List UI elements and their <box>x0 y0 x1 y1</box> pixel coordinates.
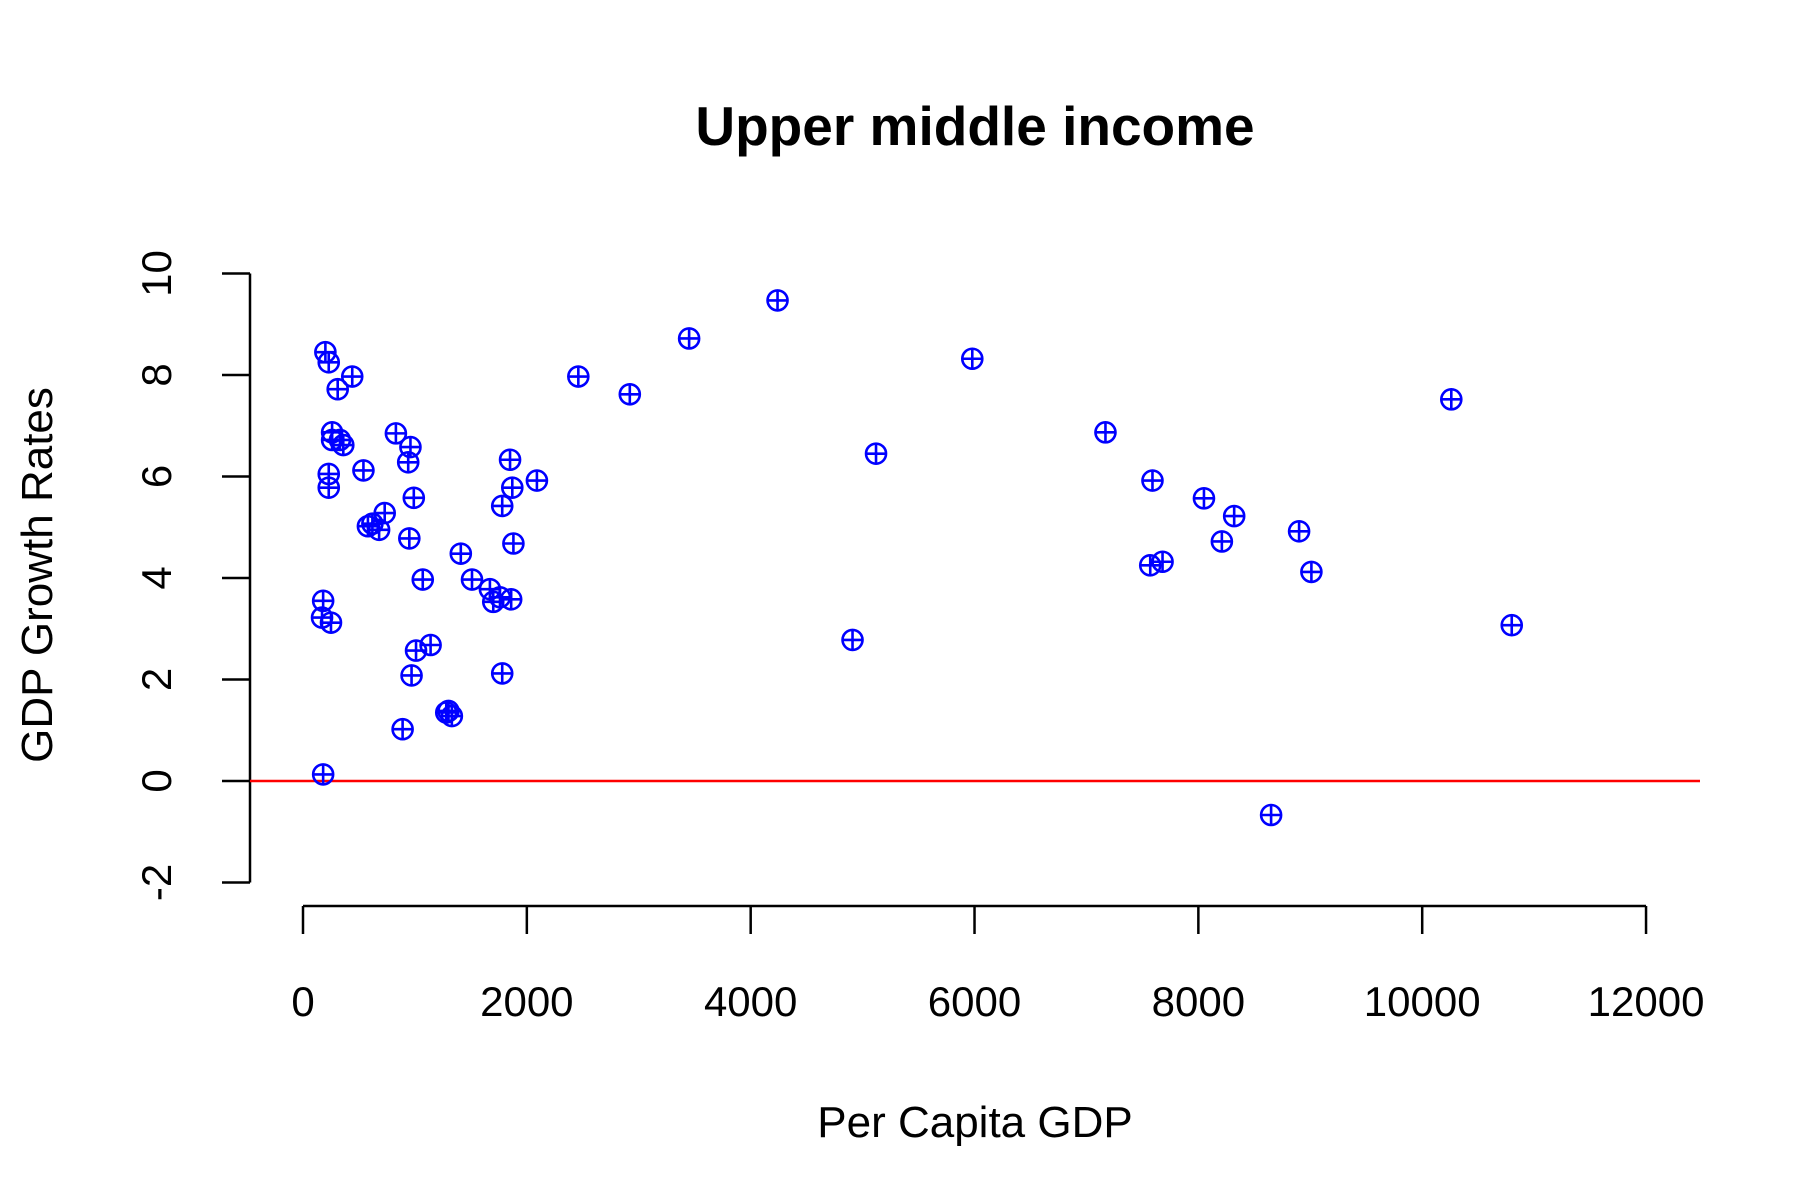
data-point <box>1259 803 1283 827</box>
y-tick-label: 10 <box>133 250 180 297</box>
data-point <box>419 633 442 657</box>
data-point <box>841 628 864 652</box>
data-point <box>1138 554 1162 577</box>
x-tick-label: 4000 <box>704 978 797 1025</box>
data-point <box>1500 613 1524 637</box>
data-point <box>317 351 341 374</box>
data-point <box>1222 504 1246 528</box>
y-axis: -2 0 2 4 6 8 10 <box>133 250 252 901</box>
data-point <box>320 428 344 452</box>
data-point <box>1151 550 1174 574</box>
x-tick-label: 10000 <box>1364 978 1481 1025</box>
y-tick-label: 4 <box>133 566 180 589</box>
x-tick-label: 2000 <box>480 978 573 1025</box>
data-point <box>525 469 549 492</box>
data-point <box>498 448 522 472</box>
data-point <box>317 476 341 499</box>
data-point <box>1094 421 1117 444</box>
data-point <box>319 611 343 634</box>
data-point <box>1300 560 1323 584</box>
data-point <box>391 717 414 741</box>
data-point <box>766 289 789 312</box>
data-point <box>960 347 984 371</box>
data-point <box>567 365 590 388</box>
data-point <box>340 365 364 388</box>
data-point <box>490 494 514 518</box>
data-point <box>398 527 421 550</box>
data-point <box>331 433 355 457</box>
data-point <box>449 542 473 565</box>
data-point <box>373 501 397 525</box>
data-point <box>1287 520 1311 543</box>
data-points <box>310 289 1524 827</box>
x-tick-label: 12000 <box>1588 978 1705 1025</box>
data-point <box>499 588 523 611</box>
x-tick-label: 0 <box>291 978 314 1025</box>
data-point <box>326 377 349 401</box>
data-point <box>400 664 423 687</box>
y-tick-label: 0 <box>133 769 180 792</box>
y-tick-label: 8 <box>133 363 180 386</box>
y-axis-label: GDP Growth Rates <box>13 387 62 763</box>
data-point <box>311 763 335 786</box>
data-point <box>1192 487 1216 510</box>
y-tick-label: 6 <box>133 465 180 488</box>
data-point <box>864 442 888 465</box>
data-point <box>502 532 525 555</box>
x-tick-label: 8000 <box>1152 978 1245 1025</box>
data-point <box>411 568 435 591</box>
data-point <box>440 704 464 728</box>
data-point <box>500 476 524 499</box>
data-point <box>1439 388 1463 411</box>
data-point <box>384 422 408 445</box>
data-point <box>490 662 514 685</box>
data-point <box>311 589 335 613</box>
data-point <box>677 327 701 350</box>
data-point <box>460 568 484 591</box>
y-tick-label: 2 <box>133 668 180 691</box>
data-point <box>402 486 426 510</box>
y-tick-label: -2 <box>133 864 180 901</box>
chart-title: Upper middle income <box>695 95 1254 157</box>
x-axis-label: Per Capita GDP <box>817 1098 1132 1147</box>
data-point <box>1141 469 1164 492</box>
data-point <box>1210 530 1234 553</box>
x-axis: 0 2000 4000 6000 8000 10000 12000 <box>291 904 1705 1025</box>
data-point <box>618 382 642 406</box>
x-tick-label: 6000 <box>928 978 1021 1025</box>
data-point <box>399 435 422 459</box>
data-point <box>352 459 375 482</box>
